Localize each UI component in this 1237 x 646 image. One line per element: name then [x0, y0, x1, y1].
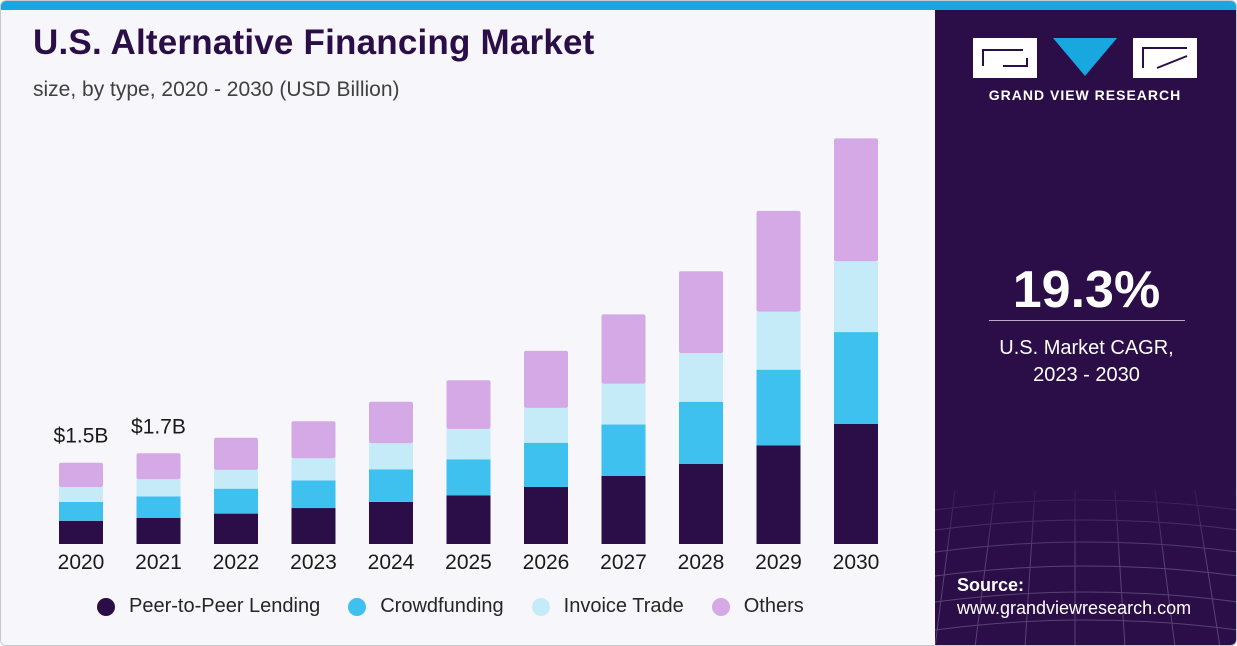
chart-title: U.S. Alternative Financing Market — [33, 23, 595, 62]
bar-peer-to-peer-lending-2022 — [214, 513, 258, 544]
data-label-2021: $1.7B — [131, 415, 186, 438]
bar-crowdfunding-2027 — [601, 424, 646, 476]
bar-peer-to-peer-lending-2028 — [679, 463, 723, 544]
bar-invoice-trade-2030 — [834, 261, 878, 332]
x-tick-label-2028: 2028 — [678, 551, 725, 574]
bar-crowdfunding-2023 — [291, 480, 336, 509]
top-accent-bar — [1, 1, 1236, 10]
bar-crowdfunding-2024 — [369, 469, 413, 502]
legend-swatch-crowdfunding — [348, 597, 367, 616]
x-tick-label-2030: 2030 — [833, 551, 880, 574]
summary-panel: GRAND VIEW RESEARCH 19.3% U.S. Market CA… — [935, 10, 1236, 645]
brand-name: GRAND VIEW RESEARCH — [988, 87, 1182, 103]
legend-swatch-invoice-trade — [531, 597, 550, 616]
bar-crowdfunding-2025 — [446, 459, 491, 496]
bar-invoice-trade-2021 — [136, 479, 181, 497]
cagr-value: 19.3% — [1012, 261, 1161, 319]
stacked-bar-chart: 2020 2021 2022 2023 2024 2025 2026 2027 2028 2029… — [54, 138, 880, 574]
x-tick-label-2029: 2029 — [755, 551, 802, 574]
bar-invoice-trade-2022 — [214, 469, 258, 489]
bar-others-2025 — [446, 380, 491, 429]
bar-crowdfunding-2030 — [834, 332, 878, 424]
bar-peer-to-peer-lending-2021 — [136, 518, 181, 544]
bar-peer-to-peer-lending-2027 — [601, 475, 646, 544]
bar-peer-to-peer-lending-2030 — [834, 423, 878, 544]
chart-subtitle: size, by type, 2020 - 2030 (USD Billion) — [33, 78, 400, 101]
legend-label-others: Others — [743, 595, 804, 617]
bar-invoice-trade-2028 — [679, 353, 723, 402]
bar-crowdfunding-2021 — [136, 496, 181, 518]
bar-others-2030 — [834, 138, 878, 262]
cagr-divider — [989, 320, 1185, 321]
legend-swatch-peer-to-peer — [97, 597, 115, 616]
data-label-2020: $1.5B — [54, 425, 109, 448]
legend-item-crowdfunding: Crowdfunding — [348, 595, 504, 618]
bar-peer-to-peer-lending-2029 — [756, 445, 801, 544]
legend-label-peer-to-peer: Peer-to-Peer Lending — [129, 595, 321, 617]
bar-crowdfunding-2028 — [679, 401, 723, 464]
legend-label-invoice-trade: Invoice Trade — [563, 595, 684, 617]
bar-peer-to-peer-lending-2023 — [291, 508, 336, 544]
bar-others-2022 — [214, 437, 258, 470]
bar-crowdfunding-2022 — [214, 488, 258, 514]
bar-invoice-trade-2027 — [601, 383, 646, 425]
bar-crowdfunding-2026 — [524, 442, 568, 487]
bar-invoice-trade-2023 — [291, 458, 336, 481]
bar-peer-to-peer-lending-2020 — [59, 520, 103, 544]
bar-invoice-trade-2020 — [59, 487, 103, 502]
x-tick-label-2024: 2024 — [368, 551, 415, 574]
bar-others-2021 — [136, 453, 181, 480]
bar-crowdfunding-2020 — [59, 501, 103, 521]
x-tick-label-2021: 2021 — [135, 551, 182, 574]
x-tick-label-2022: 2022 — [213, 551, 260, 574]
bar-others-2020 — [59, 462, 103, 487]
x-tick-label-2025: 2025 — [445, 551, 492, 574]
legend-item-invoice-trade: Invoice Trade — [531, 595, 684, 618]
x-tick-label-2023: 2023 — [290, 551, 337, 574]
legend-item-peer-to-peer: Peer-to-Peer Lending — [97, 595, 320, 618]
bar-others-2028 — [679, 271, 723, 354]
bar-invoice-trade-2029 — [756, 311, 801, 370]
bar-others-2024 — [369, 401, 413, 444]
cagr-label: U.S. Market CAGR, 2023 - 2030 — [935, 335, 1236, 389]
legend-item-others: Others — [711, 595, 804, 618]
bar-crowdfunding-2029 — [756, 369, 801, 446]
bar-others-2029 — [756, 210, 801, 312]
legend-label-crowdfunding: Crowdfunding — [380, 595, 504, 617]
x-tick-label-2027: 2027 — [600, 551, 647, 574]
source-url[interactable]: www.grandviewresearch.com — [957, 598, 1192, 618]
cagr-label-line2: 2023 - 2030 — [1033, 364, 1140, 386]
bar-invoice-trade-2025 — [446, 428, 491, 460]
bar-peer-to-peer-lending-2024 — [369, 501, 413, 544]
chart-legend: Peer-to-Peer Lending Crowdfunding Invoic… — [97, 595, 832, 618]
grand-view-research-logo — [973, 38, 1197, 78]
bar-invoice-trade-2026 — [524, 407, 568, 443]
bar-others-2026 — [524, 350, 568, 408]
decorative-grid — [935, 470, 1236, 645]
bar-peer-to-peer-lending-2025 — [446, 495, 491, 544]
bar-others-2023 — [291, 421, 336, 459]
bar-invoice-trade-2024 — [369, 443, 413, 470]
x-tick-label-2026: 2026 — [523, 551, 570, 574]
source-title: Source: — [957, 575, 1025, 595]
bar-peer-to-peer-lending-2026 — [524, 487, 568, 544]
cagr-label-line1: U.S. Market CAGR, — [999, 337, 1174, 359]
legend-swatch-others — [711, 597, 730, 616]
bar-others-2027 — [601, 314, 646, 384]
x-tick-label-2020: 2020 — [58, 551, 105, 574]
